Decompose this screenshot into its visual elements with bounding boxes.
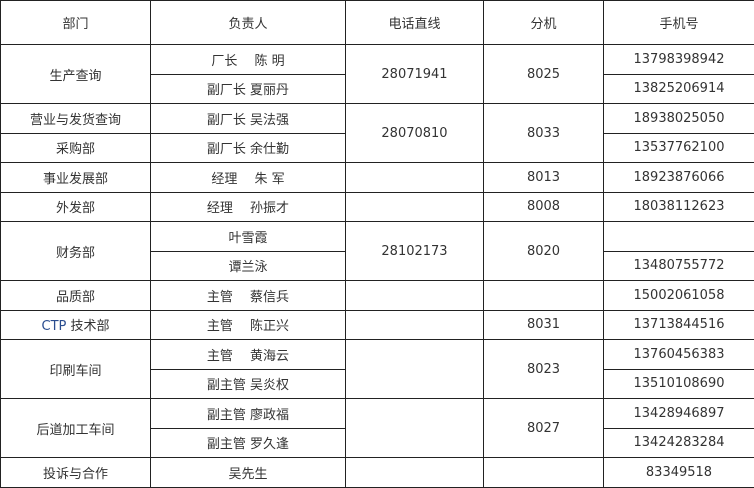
dept-cell: 采购部 [0, 132, 151, 163]
table-row: 后道加工车间 副主管 廖政福 8027 13428946897 [0, 398, 754, 458]
line-cell: 28102173 [345, 221, 484, 281]
mobile-cell: 13760456383 [603, 339, 754, 370]
person-cell: 副主管 廖政福 [150, 398, 346, 429]
table-row: 副主管 吴炎权 13510108690 [1, 368, 754, 399]
table-row: 品质部 主管 蔡信兵 15002061058 [0, 280, 754, 311]
ext-cell: 8027 [483, 398, 604, 458]
table-row: 外发部 经理 孙振才 8008 18038112623 [0, 191, 754, 222]
person-cell: 谭兰泳 [150, 250, 346, 281]
header-ext: 分机 [483, 0, 604, 45]
mobile-cell: 18923876066 [603, 162, 754, 193]
mobile-cell: 13480755772 [603, 250, 754, 281]
dept-prefix: CTP [41, 319, 67, 335]
table-row: 投诉与合作 吴先生 83349518 [0, 457, 754, 488]
table-row: 财务部 叶雪霞 28102173 8020 [0, 221, 754, 281]
mobile-cell: 18938025050 [603, 103, 754, 134]
mobile-cell: 83349518 [603, 457, 754, 488]
mobile-cell: 15002061058 [603, 280, 754, 311]
person-cell: 主管 陈正兴 [150, 309, 346, 340]
ext-cell: 8033 [483, 103, 604, 163]
header-line: 电话直线 [345, 0, 484, 45]
dept-cell: 事业发展部 [0, 162, 151, 193]
dept-cell: 投诉与合作 [0, 457, 151, 488]
table-row: 生产查询 厂长 陈 明 28071941 8025 13798398942 [0, 44, 754, 104]
person-cell: 经理 孙振才 [150, 191, 346, 222]
mobile-cell: 13424283284 [603, 427, 754, 458]
table-row: 副厂长 夏丽丹 13825206914 [1, 73, 754, 104]
person-cell: 叶雪霞 [150, 221, 346, 252]
mobile-cell: 13798398942 [603, 44, 754, 75]
line-cell [345, 280, 484, 311]
line-cell [345, 309, 484, 340]
dept-cell: 生产查询 [0, 44, 151, 104]
ext-cell [483, 280, 604, 311]
mobile-cell: 13825206914 [603, 73, 754, 104]
line-cell [345, 162, 484, 193]
person-cell: 经理 朱 军 [150, 162, 346, 193]
ext-cell: 8013 [483, 162, 604, 193]
dept-cell: 印刷车间 [0, 339, 151, 399]
mobile-cell: 13537762100 [603, 132, 754, 163]
mobile-cell: 13510108690 [603, 368, 754, 399]
person-cell: 副主管 吴炎权 [150, 368, 346, 399]
dept-cell: 后道加工车间 [0, 398, 151, 458]
table-row: 事业发展部 经理 朱 军 8013 18923876066 [0, 162, 754, 193]
line-cell: 28071941 [345, 44, 484, 104]
dept-cell: 财务部 [0, 221, 151, 281]
header-row: 部门 负责人 电话直线 分机 手机号 [0, 0, 754, 45]
table-row: 副主管 罗久逢 13424283284 [1, 427, 754, 458]
person-cell: 厂长 陈 明 [150, 44, 346, 75]
table-row: 采购部 副厂长 余仕勤 13537762100 [0, 132, 754, 163]
person-cell: 副主管 罗久逢 [150, 427, 346, 458]
ext-cell: 8008 [483, 191, 604, 222]
dept-cell: 营业与发货查询 [0, 103, 151, 134]
header-person: 负责人 [150, 0, 346, 45]
dept-cell: CTP 技术部 [0, 309, 151, 340]
mobile-cell [603, 221, 754, 252]
table-row: 谭兰泳 13480755772 [1, 250, 754, 281]
person-cell: 主管 蔡信兵 [150, 280, 346, 311]
header-mobile: 手机号 [603, 0, 754, 45]
line-cell: 28070810 [345, 103, 484, 163]
table-row: CTP 技术部 主管 陈正兴 8031 13713844516 [0, 309, 754, 340]
person-cell: 主管 黄海云 [150, 339, 346, 370]
ext-cell: 8031 [483, 309, 604, 340]
ext-cell: 8023 [483, 339, 604, 399]
ext-cell [483, 457, 604, 488]
line-cell [345, 398, 484, 458]
ext-cell: 8020 [483, 221, 604, 281]
person-cell: 副厂长 夏丽丹 [150, 73, 346, 104]
ext-cell: 8025 [483, 44, 604, 104]
table-row: 营业与发货查询 副厂长 吴法强 28070810 8033 1893802505… [0, 103, 754, 163]
mobile-cell: 13713844516 [603, 309, 754, 340]
table-row: 印刷车间 主管 黄海云 8023 13760456383 [0, 339, 754, 399]
person-cell: 吴先生 [150, 457, 346, 488]
line-cell [345, 457, 484, 488]
line-cell [345, 191, 484, 222]
mobile-cell: 13428946897 [603, 398, 754, 429]
person-cell: 副厂长 吴法强 [150, 103, 346, 134]
dept-label: 技术部 [66, 319, 110, 335]
dept-cell: 外发部 [0, 191, 151, 222]
line-cell [345, 339, 484, 399]
mobile-cell: 18038112623 [603, 191, 754, 222]
dept-cell: 品质部 [0, 280, 151, 311]
person-cell: 副厂长 余仕勤 [150, 132, 346, 163]
header-dept: 部门 [0, 0, 151, 45]
